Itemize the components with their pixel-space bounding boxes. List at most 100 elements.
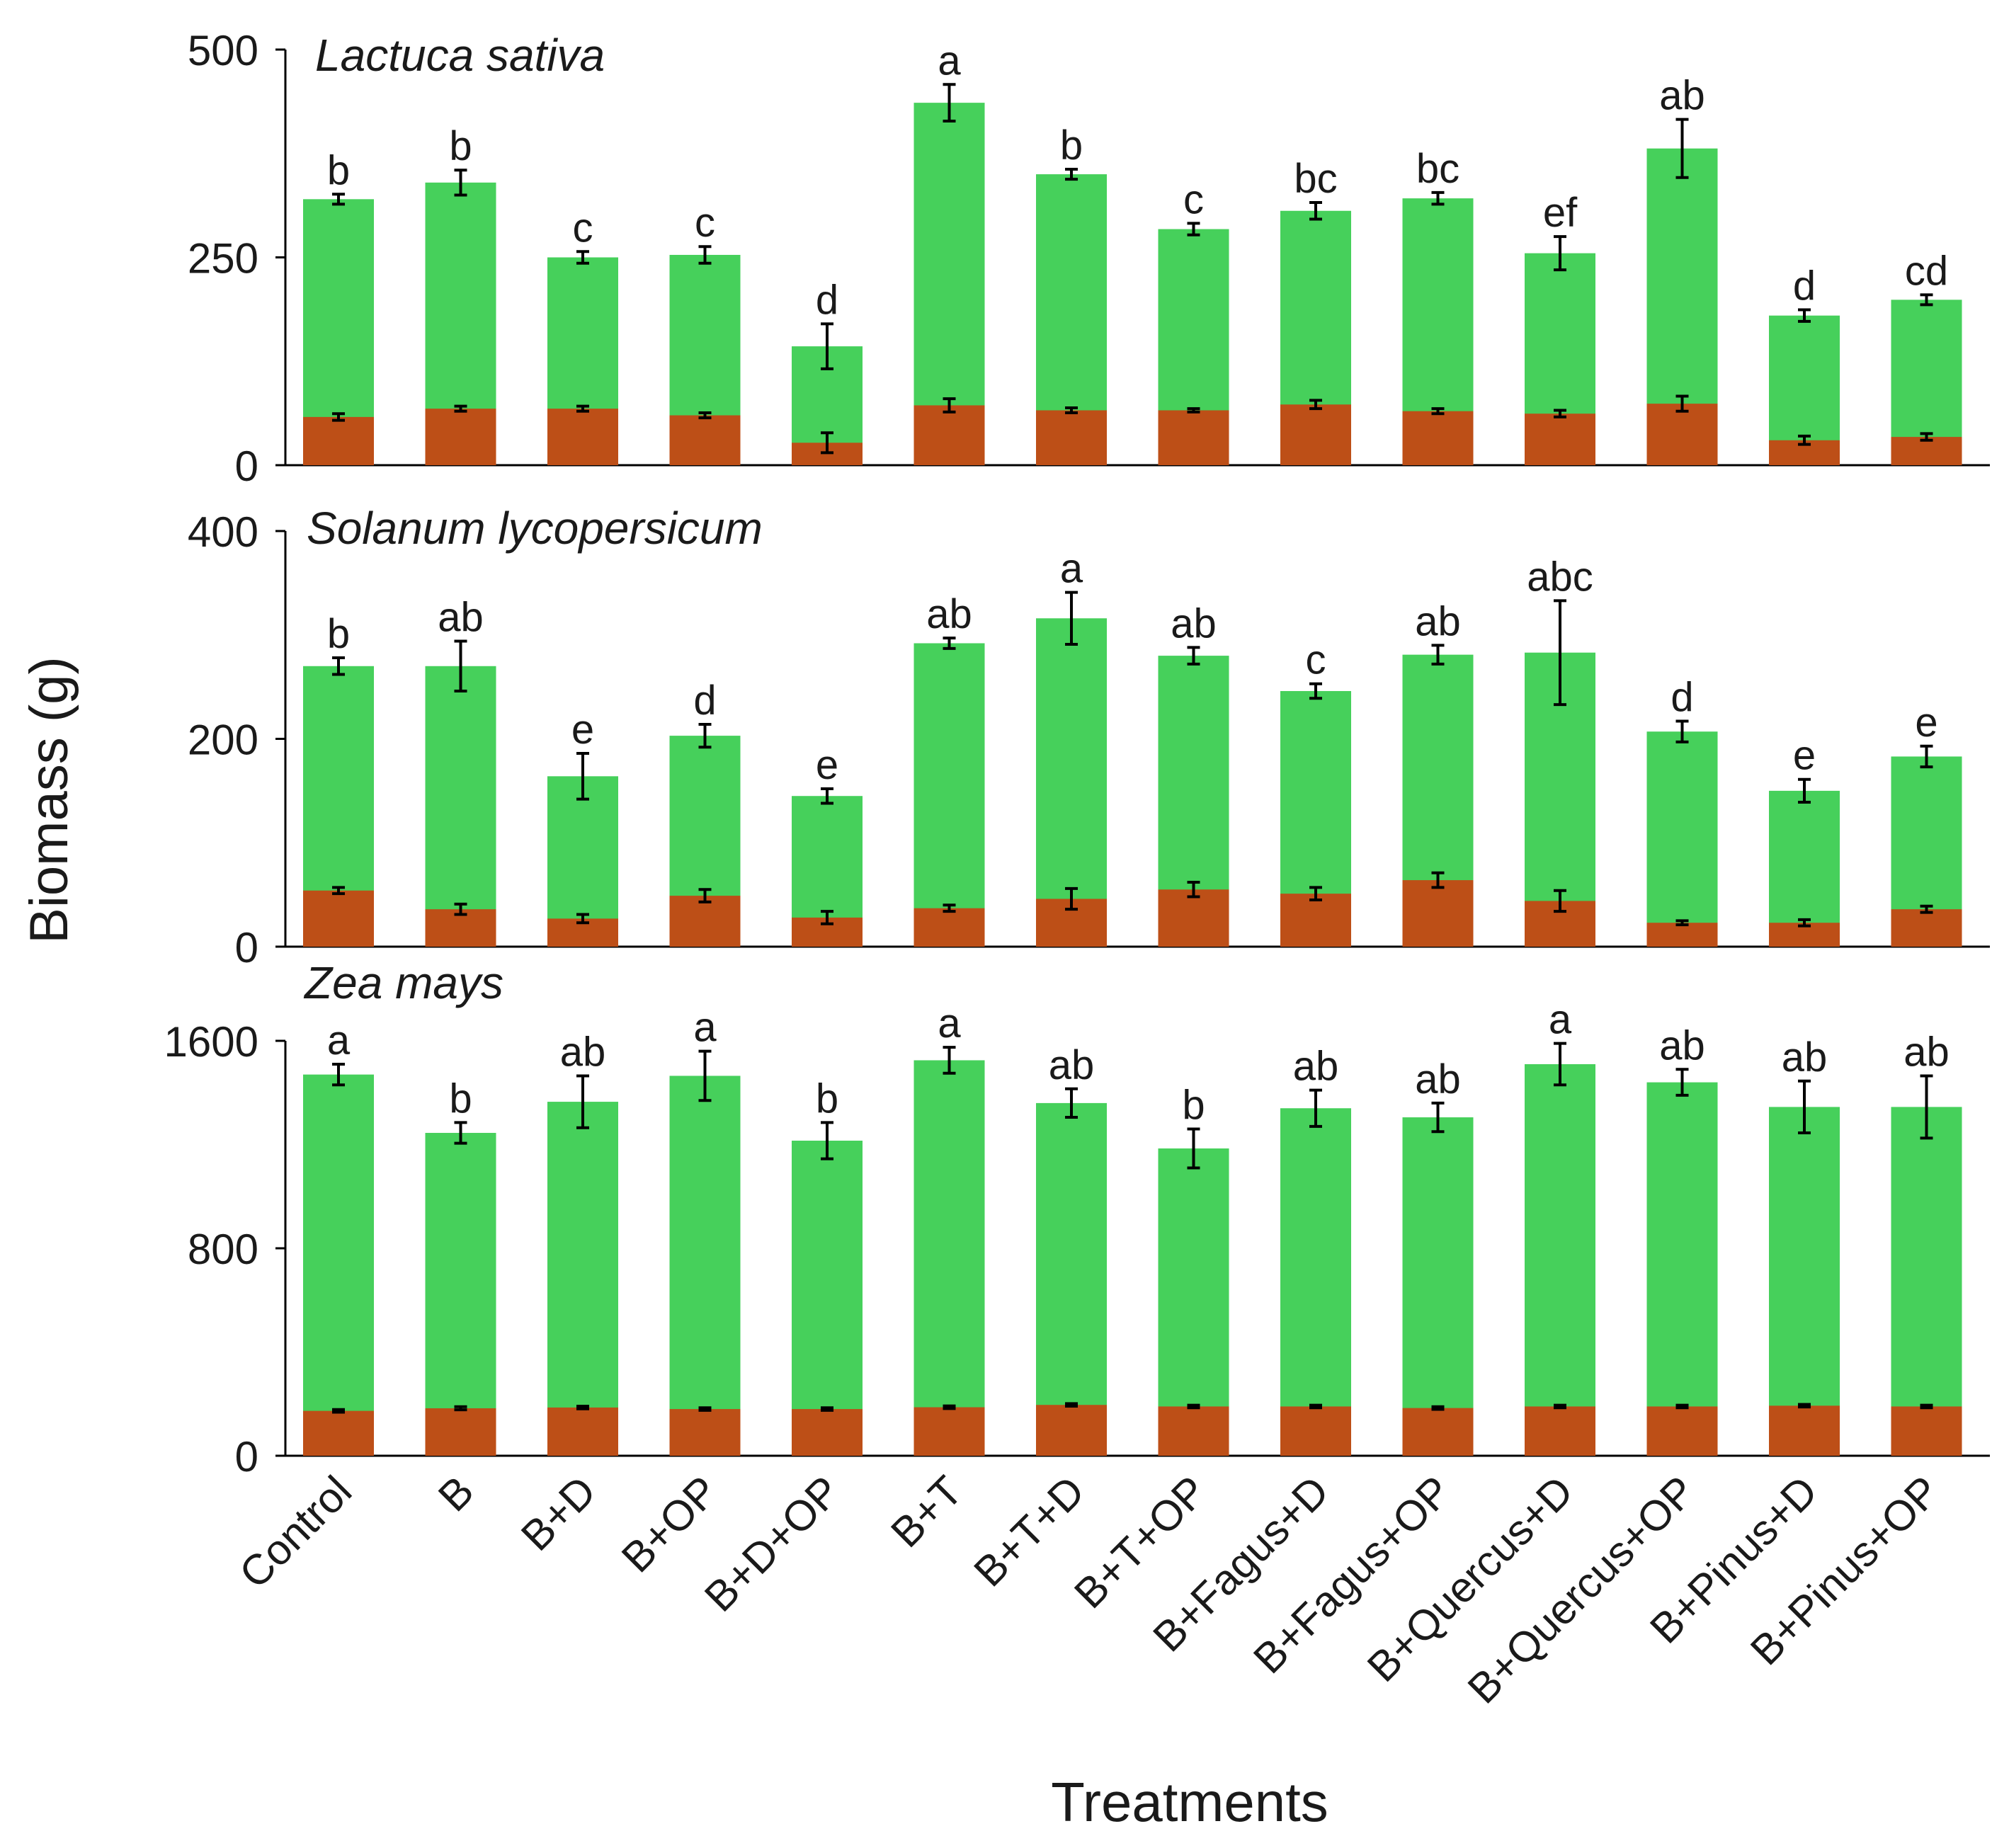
error-bar-total-1: [454, 1121, 467, 1145]
error-bar-total-6: [1065, 591, 1078, 646]
significance-letter: d: [1671, 675, 1693, 721]
x-tick-labels: Control B B+D B+OPB+D+OP B+TB+T+DB+T+OPB+Fag…: [230, 1467, 1949, 1713]
bar-bottom-11: [1646, 923, 1718, 947]
significance-letter: ab: [560, 1029, 606, 1075]
error-bar-total-9: [1431, 1101, 1445, 1134]
error-bar-total-2: [576, 250, 589, 265]
error-bar-total-6: [1065, 168, 1078, 181]
significance-letter: ab: [1049, 1042, 1095, 1088]
error-bar-bottom-4: [821, 910, 833, 925]
bar-bottom-10: [1525, 413, 1595, 465]
significance-letter: e: [571, 707, 594, 753]
error-bar-total-4: [821, 322, 833, 370]
significance-letter: ab: [1782, 1034, 1828, 1080]
error-bar-total-10: [1554, 599, 1566, 707]
significance-letter: a: [693, 1005, 717, 1051]
y-tick-label: 0: [235, 443, 258, 490]
error-bar-total-0: [332, 1062, 345, 1087]
bar-total-5: [914, 1060, 985, 1456]
y-tick-label: 200: [188, 717, 258, 764]
significance-letter: ab: [926, 591, 972, 637]
significance-letter: c: [1306, 637, 1326, 683]
bar-bottom-9: [1402, 880, 1474, 947]
error-bar-bottom-8: [1309, 886, 1322, 901]
error-bar-total-13: [1920, 293, 1933, 307]
error-bar-bottom-9: [1431, 407, 1445, 416]
error-bar-total-13: [1920, 744, 1933, 769]
x-axis-title: Treatments: [1051, 1771, 1328, 1833]
significance-letter: c: [1183, 176, 1204, 222]
error-bar-bottom-2: [576, 913, 589, 925]
error-bar-total-3: [698, 245, 712, 265]
error-bar-bottom-6: [1065, 886, 1078, 911]
bar-bottom-0: [303, 890, 374, 947]
significance-letter: a: [327, 1017, 351, 1063]
bar-total-12: [1769, 1107, 1840, 1456]
significance-letter: a: [938, 38, 961, 84]
error-bar-total-7: [1187, 222, 1200, 236]
bar-bottom-7: [1158, 1406, 1229, 1456]
error-bar-bottom-13: [1920, 432, 1933, 442]
error-bar-total-6: [1065, 1087, 1078, 1119]
error-bar-total-4: [821, 787, 833, 805]
bar-total-6: [1036, 1102, 1107, 1456]
significance-letter: ab: [1415, 1056, 1461, 1102]
bar-bottom-3: [669, 1409, 741, 1456]
error-bar-bottom-5: [943, 903, 956, 913]
error-bar-bottom-3: [698, 411, 712, 420]
significance-letter: bc: [1416, 146, 1459, 192]
bar-total-10: [1525, 1063, 1595, 1456]
error-bar-total-10: [1554, 1042, 1566, 1087]
error-bar-bottom-1: [454, 1405, 467, 1412]
y-tick-label: 0: [235, 924, 258, 971]
error-bar-bottom-5: [943, 1404, 956, 1410]
error-bar-total-10: [1554, 235, 1566, 272]
bar-total-3: [669, 1076, 741, 1456]
x-tick-label: B+Quercus+D: [1358, 1467, 1582, 1691]
bar-bottom-11: [1646, 1406, 1718, 1456]
error-bar-bottom-9: [1431, 1405, 1445, 1411]
significance-letter: b: [816, 1076, 838, 1122]
error-bar-bottom-3: [698, 1406, 712, 1412]
significance-letter: b: [327, 147, 350, 193]
bar-bottom-1: [425, 409, 496, 465]
panel-title: Solanum lycopersicum: [307, 503, 763, 554]
bar-bottom-12: [1769, 1405, 1840, 1456]
error-bar-bottom-10: [1554, 889, 1566, 913]
error-bar-bottom-8: [1309, 1403, 1322, 1410]
error-bar-total-8: [1309, 1088, 1322, 1128]
error-bar-bottom-7: [1187, 1403, 1200, 1410]
error-bar-bottom-9: [1431, 871, 1445, 889]
y-tick-label: 400: [188, 508, 258, 556]
significance-letter: ab: [1659, 73, 1705, 119]
error-bar-bottom-6: [1065, 406, 1078, 415]
error-bar-bottom-0: [332, 886, 345, 896]
y-tick-label: 250: [188, 235, 258, 283]
error-bar-bottom-4: [821, 1406, 833, 1412]
significance-letter: ab: [1293, 1044, 1339, 1090]
error-bar-total-9: [1431, 644, 1445, 666]
significance-letter: b: [449, 123, 472, 169]
bar-bottom-8: [1280, 404, 1351, 465]
x-tick-label: Control: [230, 1467, 360, 1597]
error-bar-bottom-12: [1798, 434, 1811, 446]
error-bar-total-4: [821, 1121, 833, 1160]
bar-bottom-10: [1525, 1406, 1595, 1456]
bar-total-13: [1891, 1107, 1962, 1456]
error-bar-bottom-10: [1554, 409, 1566, 418]
error-bar-bottom-1: [454, 404, 467, 413]
error-bar-total-11: [1675, 1068, 1689, 1097]
error-bar-total-3: [698, 1049, 712, 1102]
y-tick-label: 1600: [164, 1018, 258, 1066]
bar-bottom-5: [914, 405, 985, 465]
significance-letter: d: [1793, 263, 1816, 309]
bar-bottom-7: [1158, 410, 1229, 465]
error-bar-bottom-2: [576, 404, 589, 413]
error-bar-bottom-13: [1920, 1403, 1933, 1410]
bar-total-2: [547, 1102, 618, 1456]
bar-total-11: [1646, 1082, 1718, 1456]
error-bar-bottom-4: [821, 431, 833, 455]
error-bar-bottom-11: [1675, 919, 1689, 927]
